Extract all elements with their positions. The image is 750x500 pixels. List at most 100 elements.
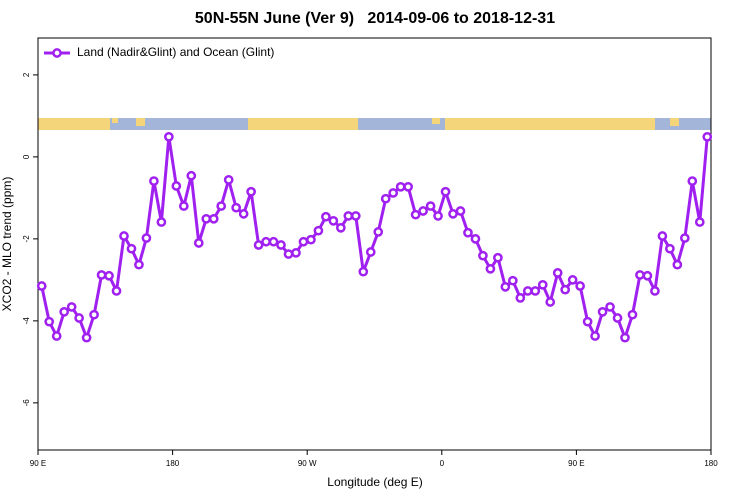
data-point [455, 206, 466, 216]
data-point [156, 217, 167, 227]
data-point [350, 211, 361, 221]
data-point [66, 302, 77, 312]
data-point [261, 236, 271, 247]
data-point [418, 206, 428, 216]
data-point [500, 281, 511, 292]
data-point [627, 309, 638, 320]
data-point [672, 259, 683, 270]
data-point [208, 213, 219, 224]
data-point [59, 306, 70, 317]
data-point [433, 211, 443, 221]
data-point [425, 201, 436, 211]
data-point [365, 247, 376, 257]
data-point [178, 201, 189, 211]
data-point [403, 181, 413, 192]
data-point [635, 270, 645, 280]
x-tick-label: 90 E [30, 459, 46, 468]
data-point [567, 275, 578, 285]
data-point [597, 306, 608, 317]
x-axis-label: Longitude (deg E) [327, 475, 422, 489]
data-point [283, 249, 294, 259]
data-point [470, 234, 481, 244]
data-point [650, 286, 660, 296]
data-point [201, 213, 212, 224]
y-tick-label: -6 [22, 399, 31, 407]
data-point [246, 186, 256, 197]
y-tick-label: -4 [22, 317, 31, 325]
data-point [463, 227, 473, 238]
data-point [373, 227, 384, 237]
data-point [582, 316, 593, 327]
data-point [96, 270, 107, 280]
data-point [694, 217, 705, 227]
data-point [111, 286, 122, 296]
x-tick-label: 90 W [298, 459, 317, 468]
data-point [545, 297, 556, 307]
data-point [268, 236, 279, 247]
data-point [216, 201, 227, 211]
data-point [590, 331, 600, 341]
data-point [134, 259, 144, 270]
data-point [74, 313, 84, 323]
data-point [612, 313, 623, 323]
y-axis-label: XCO2 - MLO trend (ppm) [0, 177, 14, 312]
data-point [186, 170, 197, 181]
data-point [642, 270, 653, 281]
data-point [89, 309, 99, 320]
data-point [380, 193, 391, 204]
data-point [171, 181, 182, 191]
data-point [395, 181, 406, 192]
data-point [448, 209, 458, 219]
data-point [687, 176, 698, 186]
data-point [276, 240, 286, 250]
data-point [81, 332, 92, 343]
data-point [104, 270, 114, 281]
data-point [44, 316, 55, 327]
data-point [119, 231, 129, 241]
data-point [657, 231, 668, 241]
data-point [253, 240, 264, 250]
data-point [702, 131, 713, 142]
data-point [388, 188, 399, 198]
data-point [298, 236, 309, 247]
data-point [605, 302, 615, 312]
y-tick-label: 0 [22, 154, 31, 159]
data-point [141, 233, 152, 243]
data-point [149, 176, 159, 186]
data-point [493, 252, 503, 263]
x-tick-label: 180 [704, 459, 718, 468]
data-point [51, 331, 62, 341]
data-point [530, 286, 541, 296]
data-point [620, 332, 630, 343]
data-point [306, 234, 316, 245]
data-point [126, 243, 137, 254]
data-point [321, 211, 331, 222]
plot-frame [37, 37, 712, 451]
data-point [358, 266, 369, 277]
x-tick-label: 90 E [568, 459, 584, 468]
data-point [679, 233, 690, 243]
x-tick-label: 180 [166, 459, 180, 468]
data-point [507, 275, 518, 286]
data-point [313, 225, 324, 236]
data-point [291, 247, 301, 258]
data-point [231, 202, 242, 213]
data-point [36, 281, 47, 291]
data-point [343, 211, 354, 221]
y-tick-label: -2 [22, 235, 31, 243]
data-point [560, 284, 571, 295]
data-point [537, 279, 548, 290]
y-tick-label: 2 [22, 72, 31, 77]
data-point [336, 222, 346, 233]
data-point [193, 238, 204, 248]
data-point [552, 268, 563, 278]
x-tick-label: 0 [440, 459, 445, 468]
data-point [575, 281, 585, 291]
data-point [515, 293, 526, 303]
data-point [522, 286, 533, 296]
chart-title: 50N-55N June (Ver 9) 2014-09-06 to 2018-… [195, 10, 555, 27]
data-point [238, 209, 249, 219]
legend-marker [52, 48, 62, 58]
data-point [485, 263, 496, 274]
